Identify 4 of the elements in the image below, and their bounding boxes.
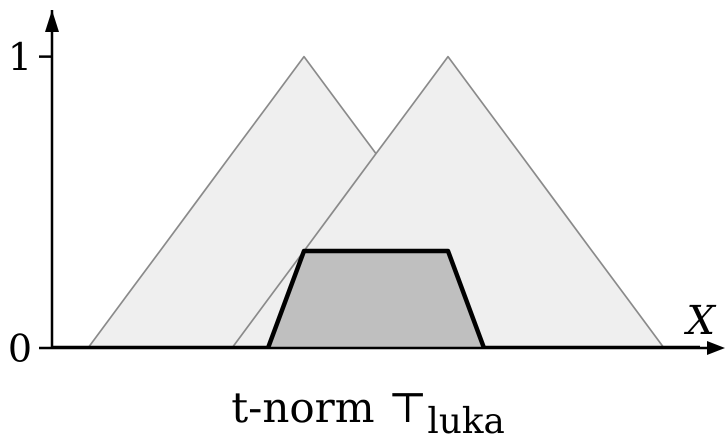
y-tick-label: 1 [8, 35, 32, 80]
y-tick-label: 0 [8, 326, 32, 370]
text: t-norm ⊤$_{luka}$ [231, 383, 505, 439]
x-axis-title: X [684, 298, 717, 344]
